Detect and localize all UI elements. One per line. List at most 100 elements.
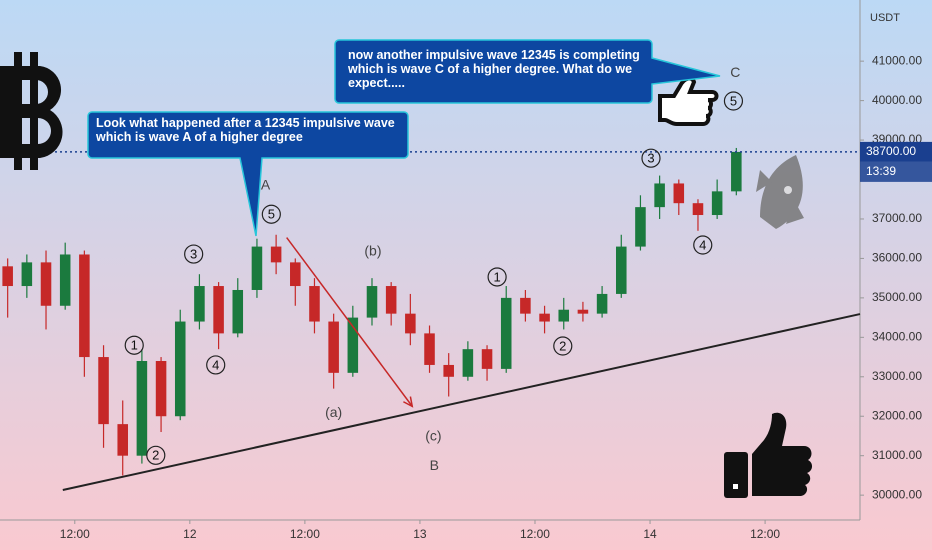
y-tick-label: 31000.00 (872, 448, 922, 462)
trendline (62, 313, 861, 491)
wave-label: C (730, 64, 740, 80)
y-tick-label: 36000.00 (872, 251, 922, 265)
wave-label: 1 (493, 269, 500, 284)
candle-body (731, 151, 742, 192)
x-tick-label: 14 (643, 527, 657, 541)
wave-circle (146, 445, 166, 465)
candle-body (21, 262, 33, 287)
last-price-label: 38700.00 (866, 144, 916, 158)
arrow-line (286, 237, 413, 407)
candle-body (40, 262, 52, 306)
x-tick-label: 12:00 (60, 527, 90, 541)
y-tick-label: 35000.00 (872, 290, 922, 304)
wave-label: B (430, 457, 439, 473)
x-tick-label: 12:00 (750, 527, 780, 541)
candle-body (309, 286, 320, 322)
candle-body (596, 293, 608, 314)
candle-body (232, 289, 244, 334)
candle-body (79, 254, 90, 358)
x-tick-label: 12 (183, 527, 197, 541)
wave-circle (184, 244, 204, 264)
wave-label: (c) (425, 428, 441, 444)
thumbs-up-icon (724, 412, 813, 498)
candle-body (385, 286, 397, 314)
y-tick-label: 40000.00 (872, 93, 922, 107)
callout-text: now another impulsive wave 12345 is comp… (348, 48, 640, 90)
wave-label: 2 (152, 448, 159, 463)
candle-body (673, 183, 685, 204)
wave-label: (b) (364, 243, 381, 259)
callout-text: Look what happened after a 12345 impulsi… (96, 116, 395, 144)
y-tick-label: 32000.00 (872, 408, 922, 422)
candle-body (117, 424, 128, 456)
x-tick-label: 12:00 (520, 527, 550, 541)
wave-label: 3 (190, 247, 197, 262)
candle-body (251, 246, 263, 290)
x-tick-label: 12:00 (290, 527, 320, 541)
candle-body (155, 361, 167, 417)
candle-body (692, 203, 704, 216)
wave-label: A (261, 177, 271, 193)
candle-body (635, 207, 646, 247)
candle-body (328, 321, 339, 373)
candle-body (98, 357, 109, 425)
callout-a: Look what happened after a 12345 impulsi… (87, 111, 409, 237)
bitcoin-logo (0, 52, 63, 170)
wave-label: 5 (730, 93, 737, 108)
wave-circle (553, 336, 573, 356)
candle-body (136, 361, 148, 456)
candle-body (654, 183, 665, 208)
candle-body (2, 266, 13, 287)
candle-body (366, 286, 378, 318)
candle-body (558, 309, 570, 322)
candle-body (59, 254, 71, 306)
candle-body (405, 313, 416, 334)
wave-circle (487, 267, 507, 287)
last-price-tag (860, 141, 932, 162)
y-tick-label: 41000.00 (872, 53, 922, 67)
wave-label: 5 (268, 207, 275, 222)
countdown-tag (860, 161, 932, 182)
rocket-icon (756, 155, 804, 229)
wave-circle (206, 355, 226, 375)
wave-circle (723, 91, 744, 111)
candle-body (443, 364, 454, 377)
y-tick-label: 33000.00 (872, 369, 922, 383)
candle-body (194, 286, 205, 322)
candle-body (270, 246, 282, 263)
x-tick-label: 13 (413, 527, 427, 541)
wave-circle (693, 235, 713, 255)
wave-circle (124, 335, 144, 355)
candle-body (347, 317, 359, 373)
candle-body (520, 297, 531, 314)
candle-body (711, 191, 723, 216)
wave-label: 4 (699, 237, 706, 252)
wave-label: 3 (647, 151, 654, 166)
candle-body (500, 297, 512, 369)
candle-body (174, 321, 186, 417)
callout-c: now another impulsive wave 12345 is comp… (334, 39, 721, 104)
countdown-label: 13:39 (866, 164, 896, 178)
pointing-hand-icon (658, 76, 719, 126)
y-tick-label: 30000.00 (872, 487, 922, 501)
wave-circle (641, 148, 661, 168)
y-tick-label: 34000.00 (872, 330, 922, 344)
candle-body (462, 349, 474, 377)
wave-label: 2 (559, 338, 566, 353)
candle-body (290, 262, 301, 287)
y-tick-label: 37000.00 (872, 211, 922, 225)
arrow-head (403, 396, 414, 408)
wave-label: 1 (131, 338, 138, 353)
candle-body (615, 246, 627, 294)
wave-circle (261, 204, 281, 224)
wave-label: (a) (325, 404, 342, 420)
wave-label: 4 (212, 357, 219, 372)
candle-body (213, 286, 224, 334)
plot-layer (0, 147, 861, 491)
candle-body (424, 333, 435, 365)
currency-label: USDT (870, 12, 900, 24)
candle-body (577, 309, 589, 314)
candle-body (539, 313, 550, 322)
candle-body (481, 349, 493, 369)
